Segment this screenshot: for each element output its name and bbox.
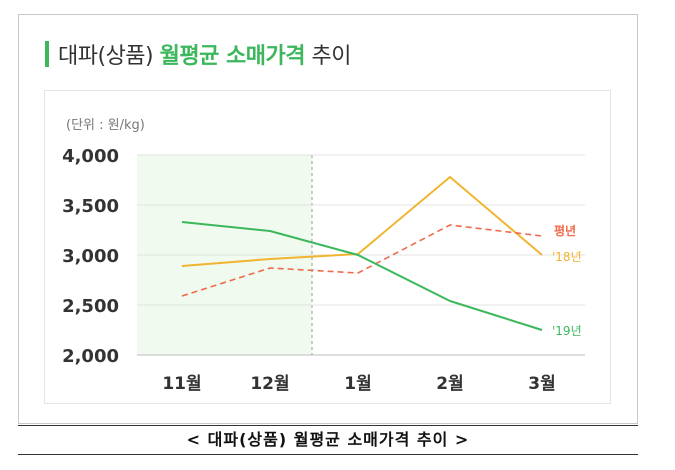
series-line: [181, 224, 543, 297]
chart-title: 대파(상품) 월평균 소매가격 추이: [58, 38, 351, 70]
y-tick-label: 3,000: [62, 246, 119, 267]
series-label: '19년: [552, 324, 582, 338]
y-tick-label: 3,500: [62, 196, 119, 217]
x-tick-label: 11월: [162, 374, 201, 394]
x-tick-label: 12월: [250, 374, 289, 394]
y-tick-label: 2,500: [62, 296, 119, 317]
x-tick-label: 1월: [344, 374, 371, 394]
series-label: '18년: [552, 250, 582, 264]
series-line: [181, 221, 543, 331]
title-prefix: 대파(상품): [58, 44, 160, 69]
x-tick-label: 3월: [528, 374, 555, 394]
figure-caption: < 대파(상품) 월평균 소매가격 추이 >: [18, 425, 638, 455]
title-suffix: 추이: [304, 44, 351, 69]
series-label: 평년: [554, 224, 576, 238]
y-tick-label: 2,000: [62, 346, 119, 367]
x-tick-label: 2월: [436, 374, 463, 394]
y-tick-label: 4,000: [62, 146, 119, 167]
unit-label: (단위 : 원/kg): [66, 118, 145, 133]
title-highlight: 월평균 소매가격: [159, 44, 306, 69]
title-accent-bar: [45, 41, 49, 67]
